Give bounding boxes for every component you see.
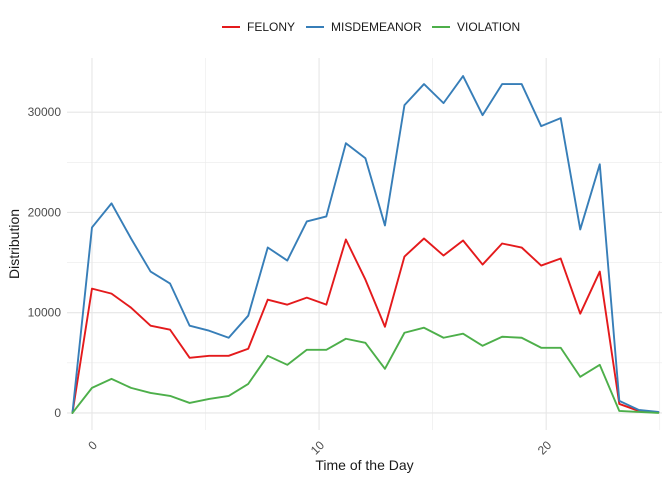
x-tick-label: 10 <box>308 438 328 458</box>
legend: FELONY MISDEMEANOR VIOLATION <box>222 20 520 34</box>
grid <box>67 58 662 430</box>
series-line-violation <box>71 326 660 414</box>
x-axis-title: Time of the Day <box>315 457 413 473</box>
y-tick-label: 30000 <box>28 105 62 119</box>
legend-item-violation: VIOLATION <box>432 20 520 34</box>
x-tick-label: 0 <box>85 438 100 453</box>
y-tick-label: 0 <box>54 406 61 420</box>
legend-label: FELONY <box>247 20 295 34</box>
y-axis-title: Distribution <box>6 209 22 279</box>
legend-item-misdemeanor: MISDEMEANOR <box>306 20 422 34</box>
x-axis-ticks: 0 10 20 <box>85 438 554 458</box>
x-tick-label: 20 <box>535 438 555 458</box>
legend-label: VIOLATION <box>457 20 520 34</box>
y-tick-label: 20000 <box>28 205 62 219</box>
legend-label: MISDEMEANOR <box>331 20 422 34</box>
series-line-felony <box>71 237 660 414</box>
y-axis-ticks: 0 10000 20000 30000 <box>28 105 62 420</box>
series-line-misdemeanor <box>71 75 660 414</box>
y-tick-label: 10000 <box>28 306 62 320</box>
series-lines <box>71 75 660 414</box>
legend-item-felony: FELONY <box>222 20 295 34</box>
